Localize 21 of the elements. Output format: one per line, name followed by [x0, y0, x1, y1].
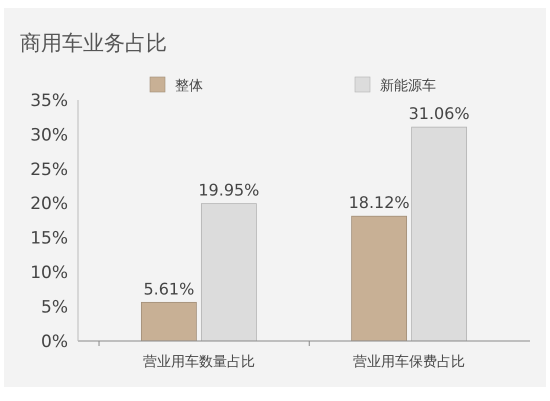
- data-label: 19.95%: [198, 180, 260, 200]
- bar: [351, 216, 408, 342]
- y-tick-label: 5%: [41, 298, 68, 318]
- chart-title: 商用车业务占比: [20, 31, 167, 55]
- legend-label: 新能源车: [380, 78, 436, 94]
- data-label: 5.61%: [143, 279, 194, 298]
- y-tick-label: 20%: [30, 194, 68, 214]
- data-label: 31.06%: [408, 104, 470, 124]
- y-tick-label: 35%: [30, 90, 68, 111]
- y-tick-label: 0%: [41, 332, 68, 352]
- y-tick-label: 15%: [30, 228, 68, 249]
- bar: [200, 203, 257, 342]
- y-tick-label: 30%: [30, 125, 68, 146]
- bar: [411, 126, 468, 342]
- y-tick-label: 25%: [30, 160, 68, 180]
- x-tick-label: 营业用车保费占比: [353, 354, 466, 370]
- bar: [140, 302, 197, 342]
- y-tick-label: 10%: [30, 263, 68, 284]
- legend-label: 整体: [175, 78, 203, 94]
- x-tick-label: 营业用车数量占比: [142, 354, 255, 370]
- data-label: 18.12%: [348, 193, 410, 212]
